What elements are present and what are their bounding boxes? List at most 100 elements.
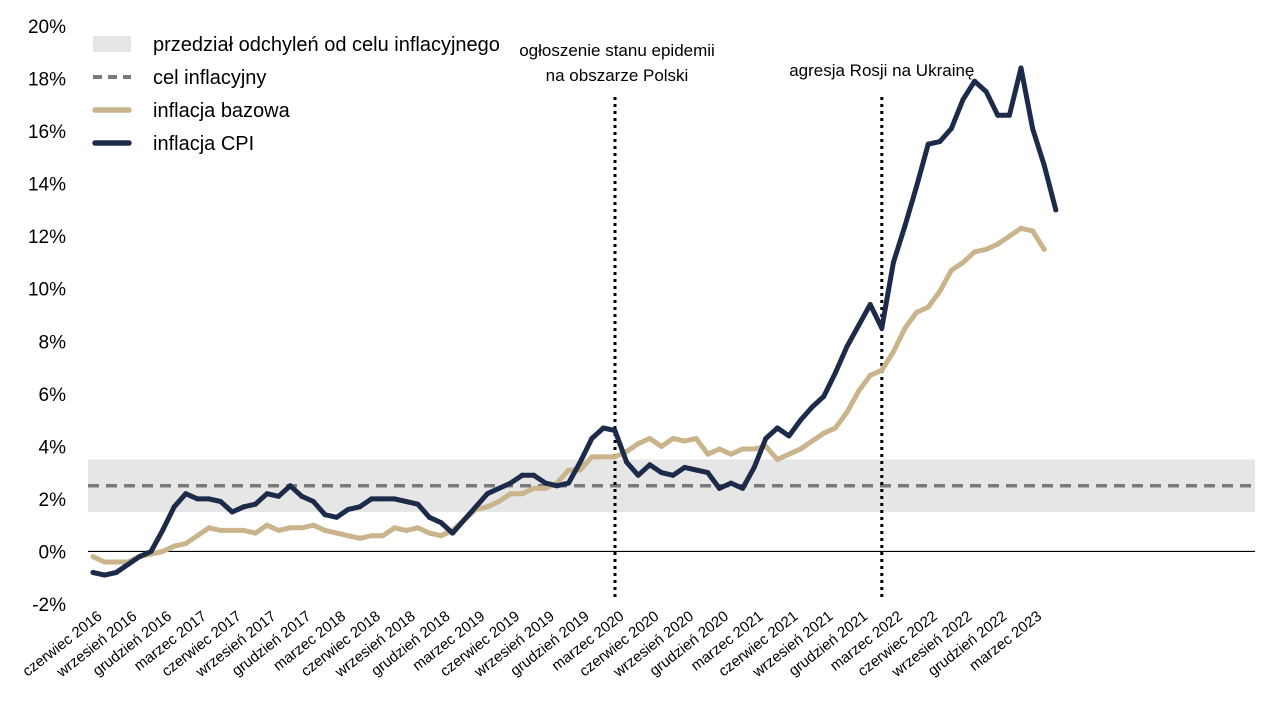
data-point-cpi — [194, 496, 200, 502]
legend-swatch-band — [93, 36, 131, 52]
data-point-cpi — [241, 504, 247, 510]
data-point-cpi — [751, 464, 757, 470]
data-point-core — [368, 533, 374, 539]
data-point-cpi — [972, 78, 978, 84]
data-point-cpi — [798, 417, 804, 423]
data-point-cpi — [705, 470, 711, 476]
data-point-cpi — [508, 480, 514, 486]
data-point-cpi — [658, 470, 664, 476]
data-point-cpi — [554, 483, 560, 489]
data-point-cpi — [960, 97, 966, 103]
data-point-core — [426, 530, 432, 536]
data-point-cpi — [589, 436, 595, 441]
data-point-core — [867, 372, 873, 378]
data-point-core — [890, 349, 896, 355]
data-point-core — [705, 451, 711, 457]
data-point-core — [728, 451, 734, 457]
data-point-cpi — [484, 491, 490, 497]
tolerance-band-layer — [88, 459, 1255, 513]
y-tick-label: 12% — [28, 227, 66, 248]
y-tick-label: 14% — [28, 175, 66, 196]
data-point-core — [357, 535, 363, 541]
data-point-cpi — [914, 183, 920, 189]
data-point-core — [786, 451, 792, 457]
data-point-cpi — [531, 472, 537, 478]
data-point-core — [566, 467, 572, 473]
data-point-cpi — [310, 499, 316, 504]
annotation-text-layer: ogłoszenie stanu epidemii na obszarze Pol… — [519, 41, 974, 85]
data-point-cpi — [1041, 162, 1047, 168]
data-point-core — [635, 441, 641, 447]
data-point-cpi — [426, 514, 432, 520]
data-point-core — [508, 491, 514, 497]
data-point-core — [925, 304, 931, 310]
data-point-cpi — [380, 496, 386, 502]
data-point-core — [531, 485, 537, 491]
data-point-core — [809, 438, 815, 444]
data-point-cpi — [1006, 112, 1012, 118]
data-point-core — [438, 533, 444, 539]
data-point-cpi — [763, 436, 769, 441]
data-point-cpi — [1018, 65, 1024, 71]
data-point-core — [415, 525, 421, 531]
data-point-cpi — [519, 472, 525, 478]
data-point-core — [542, 485, 548, 491]
annotation-label: ogłoszenie stanu epidemii — [519, 41, 715, 60]
legend-label: inflacja CPI — [153, 133, 254, 155]
data-point-core — [937, 288, 943, 294]
y-tick-label: 20% — [28, 17, 66, 38]
data-point-cpi — [113, 570, 119, 575]
series-layer — [90, 65, 1059, 578]
data-point-cpi — [125, 562, 131, 568]
data-point-core — [334, 530, 340, 536]
data-point-core — [995, 241, 1001, 247]
data-point-core — [832, 425, 838, 431]
data-point-cpi — [624, 459, 630, 465]
data-point-cpi — [1053, 207, 1059, 213]
data-point-core — [879, 367, 885, 373]
data-point-cpi — [392, 496, 398, 502]
data-point-cpi — [160, 527, 166, 533]
data-point-core — [647, 436, 653, 441]
data-point-cpi — [148, 549, 154, 554]
data-point-core — [821, 430, 827, 436]
data-point-core — [600, 454, 606, 460]
data-point-core — [264, 522, 270, 528]
data-point-core — [751, 446, 757, 452]
data-point-core — [716, 446, 722, 452]
data-point-cpi — [357, 504, 363, 510]
data-point-cpi — [635, 472, 641, 478]
data-point-cpi — [600, 425, 606, 431]
data-point-cpi — [937, 139, 943, 145]
data-point-core — [160, 549, 166, 554]
data-point-cpi — [542, 480, 548, 486]
data-point-cpi — [1030, 126, 1036, 131]
data-point-cpi — [995, 112, 1001, 118]
data-point-cpi — [728, 480, 734, 486]
data-point-cpi — [438, 520, 444, 526]
data-point-cpi — [299, 493, 305, 499]
data-point-core — [102, 559, 108, 565]
data-point-core — [194, 533, 200, 539]
y-tick-label: -2% — [32, 595, 66, 616]
data-point-cpi — [450, 530, 456, 536]
data-point-cpi — [496, 485, 502, 491]
data-point-core — [519, 491, 525, 497]
data-point-cpi — [415, 501, 421, 507]
data-point-core — [310, 522, 316, 528]
legend-label: cel inflacyjny — [153, 67, 266, 89]
data-point-cpi — [473, 504, 479, 510]
data-point-cpi — [612, 428, 618, 434]
data-point-core — [403, 527, 409, 533]
data-point-cpi — [334, 514, 340, 520]
data-point-cpi — [740, 485, 746, 491]
data-point-core — [844, 409, 850, 415]
data-point-core — [1030, 228, 1036, 234]
annotation-lines — [613, 97, 884, 600]
data-point-core — [392, 525, 398, 531]
data-point-cpi — [902, 223, 908, 229]
data-point-core — [693, 436, 699, 441]
data-point-core — [960, 260, 966, 265]
data-point-core — [183, 541, 189, 547]
